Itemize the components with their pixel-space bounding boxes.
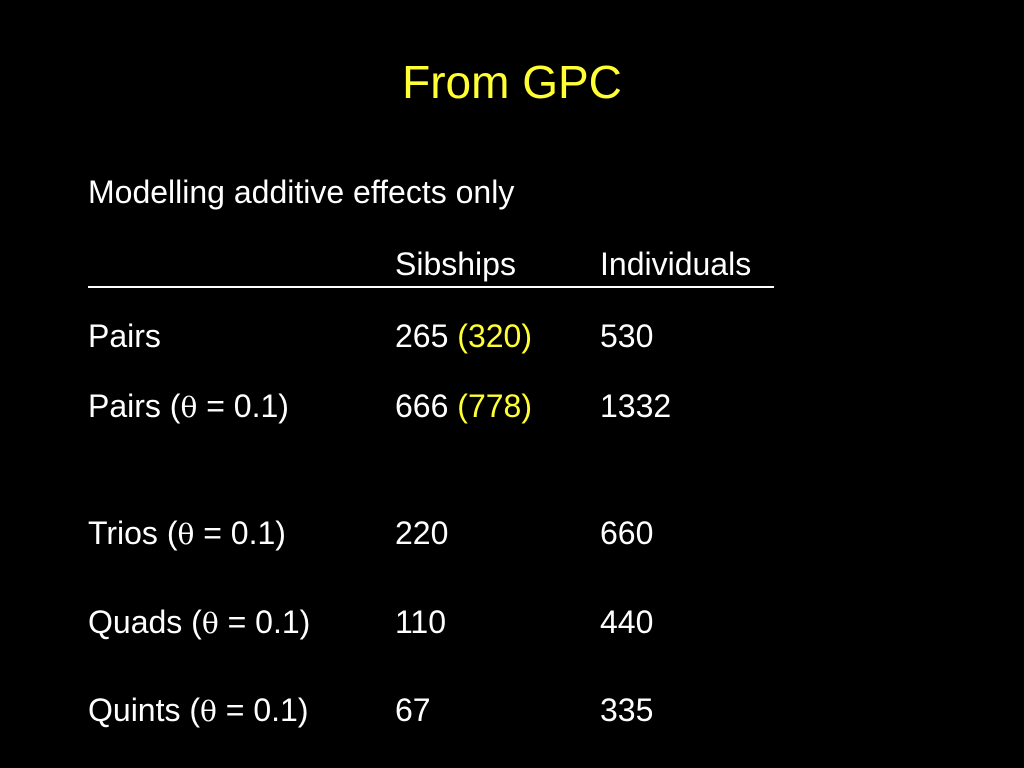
theta-symbol: θ bbox=[180, 391, 198, 424]
table-row-quads: Quads (θ = 0.1) 110 440 bbox=[88, 602, 774, 642]
row-label: Quads (θ = 0.1) bbox=[88, 602, 310, 644]
theta-symbol: θ bbox=[177, 518, 195, 551]
row-individuals: 530 bbox=[600, 318, 654, 354]
row-name: Quads ( bbox=[88, 604, 202, 640]
row-name: Trios ( bbox=[88, 515, 178, 551]
table-row-pairs: Pairs 265 (320) 530 bbox=[88, 316, 774, 356]
sibships-value: 265 bbox=[395, 318, 449, 354]
slide-title: From GPC bbox=[402, 56, 622, 108]
header-individuals: Individuals bbox=[600, 246, 752, 282]
row-label: Quints (θ = 0.1) bbox=[88, 690, 309, 732]
row-sibships: 220 bbox=[395, 515, 449, 551]
theta-note: = 0.1) bbox=[218, 604, 311, 640]
row-name: Pairs bbox=[88, 318, 161, 354]
row-name: Pairs ( bbox=[88, 388, 181, 424]
row-label: Trios (θ = 0.1) bbox=[88, 513, 286, 555]
theta-note: = 0.1) bbox=[216, 692, 309, 728]
sibships-alt-value: (320) bbox=[457, 318, 532, 354]
sibships-value: 666 bbox=[395, 388, 449, 424]
row-individuals: 335 bbox=[600, 692, 654, 728]
sibships-alt-value: (778) bbox=[457, 388, 532, 424]
row-individuals: 1332 bbox=[600, 388, 672, 424]
slide-subtitle: Modelling additive effects only bbox=[88, 174, 515, 210]
row-sibships: 265 (320) bbox=[395, 316, 532, 356]
row-label: Pairs (θ = 0.1) bbox=[88, 386, 289, 428]
row-sibships: 67 bbox=[395, 692, 431, 728]
row-individuals: 440 bbox=[600, 604, 654, 640]
theta-symbol: θ bbox=[200, 695, 217, 728]
row-sibships: 110 bbox=[395, 604, 447, 640]
theta-symbol: θ bbox=[201, 607, 219, 640]
header-sibships: Sibships bbox=[395, 246, 516, 282]
table-row-pairs-theta: Pairs (θ = 0.1) 666 (778) 1332 bbox=[88, 386, 774, 426]
row-name: Quints ( bbox=[88, 692, 201, 728]
theta-note: = 0.1) bbox=[194, 515, 286, 551]
row-individuals: 660 bbox=[600, 515, 654, 551]
table-header: Sibships Individuals bbox=[88, 244, 774, 288]
table-row-trios: Trios (θ = 0.1) 220 660 bbox=[88, 513, 774, 553]
table-row-quints: Quints (θ = 0.1) 67 335 bbox=[88, 690, 774, 730]
row-label: Pairs bbox=[88, 316, 161, 356]
theta-note: = 0.1) bbox=[197, 388, 289, 424]
row-sibships: 666 (778) bbox=[395, 386, 532, 426]
